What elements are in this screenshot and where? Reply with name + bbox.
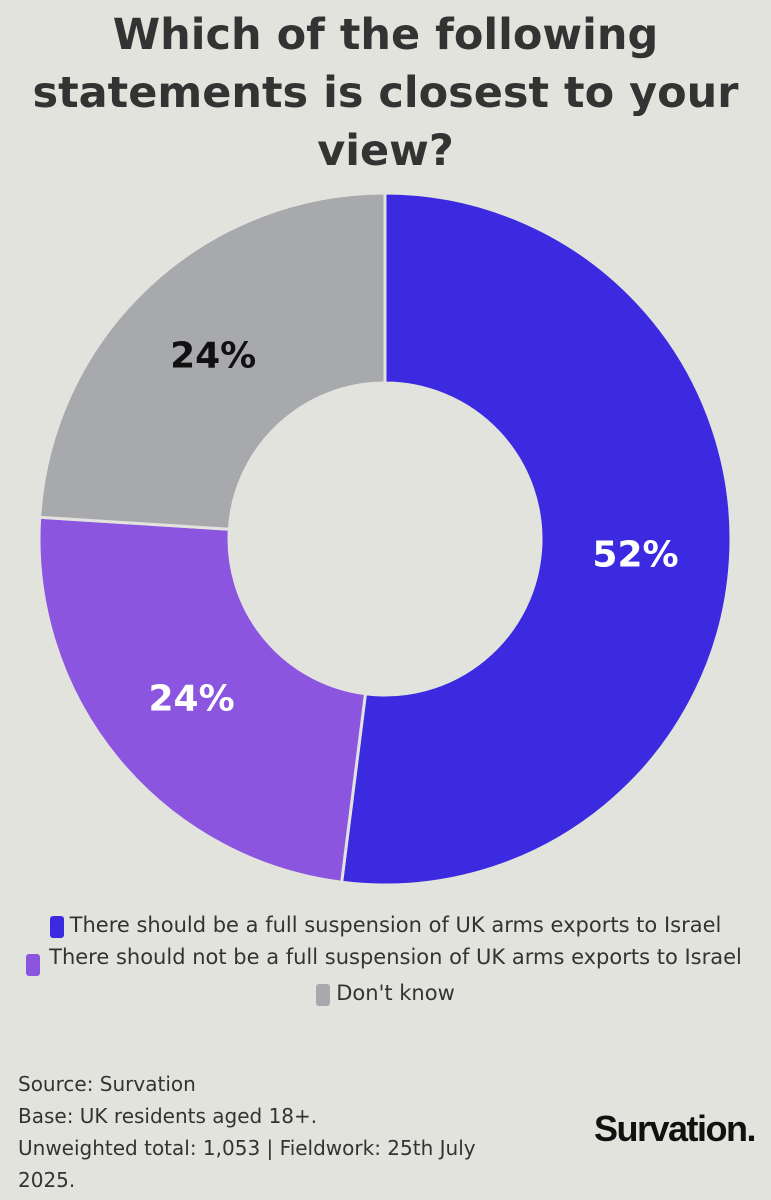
legend-item-dont-know: Don't know bbox=[0, 978, 771, 1008]
label-not-suspend: 24% bbox=[149, 678, 235, 719]
label-suspend: 52% bbox=[592, 534, 678, 575]
legend-label-dont-know: Don't know bbox=[336, 981, 455, 1005]
donut-chart: 52% 24% 24% bbox=[37, 191, 733, 887]
base-note: Base: UK residents aged 18+. bbox=[18, 1104, 318, 1128]
slice-not-suspend bbox=[37, 515, 367, 884]
legend-label-suspend: There should be a full suspension of UK … bbox=[69, 913, 722, 937]
chart-title: Which of the following statements is clo… bbox=[32, 10, 739, 176]
totals-note: Unweighted total: 1,053 | Fieldwork: 25t… bbox=[18, 1136, 476, 1192]
legend-item-suspend: There should be a full suspension of UK … bbox=[0, 910, 771, 940]
legend-item-not-suspend: There should not be a full suspension of… bbox=[25, 942, 746, 976]
legend-swatch-dont-know bbox=[316, 984, 331, 1006]
slice-dont-know bbox=[38, 191, 387, 531]
footer-notes: Source: Survation Base: UK residents age… bbox=[18, 1068, 538, 1196]
label-dont-know: 24% bbox=[170, 336, 256, 377]
survation-logo: Survation. bbox=[593, 1108, 757, 1149]
source-note: Source: Survation bbox=[18, 1072, 196, 1096]
legend: There should be a full suspension of UK … bbox=[0, 910, 771, 1010]
slice-suspend bbox=[340, 191, 733, 887]
legend-swatch-suspend bbox=[49, 916, 64, 938]
legend-label-not-suspend: There should not be a full suspension of… bbox=[49, 945, 742, 969]
legend-swatch-not-suspend bbox=[25, 954, 40, 976]
